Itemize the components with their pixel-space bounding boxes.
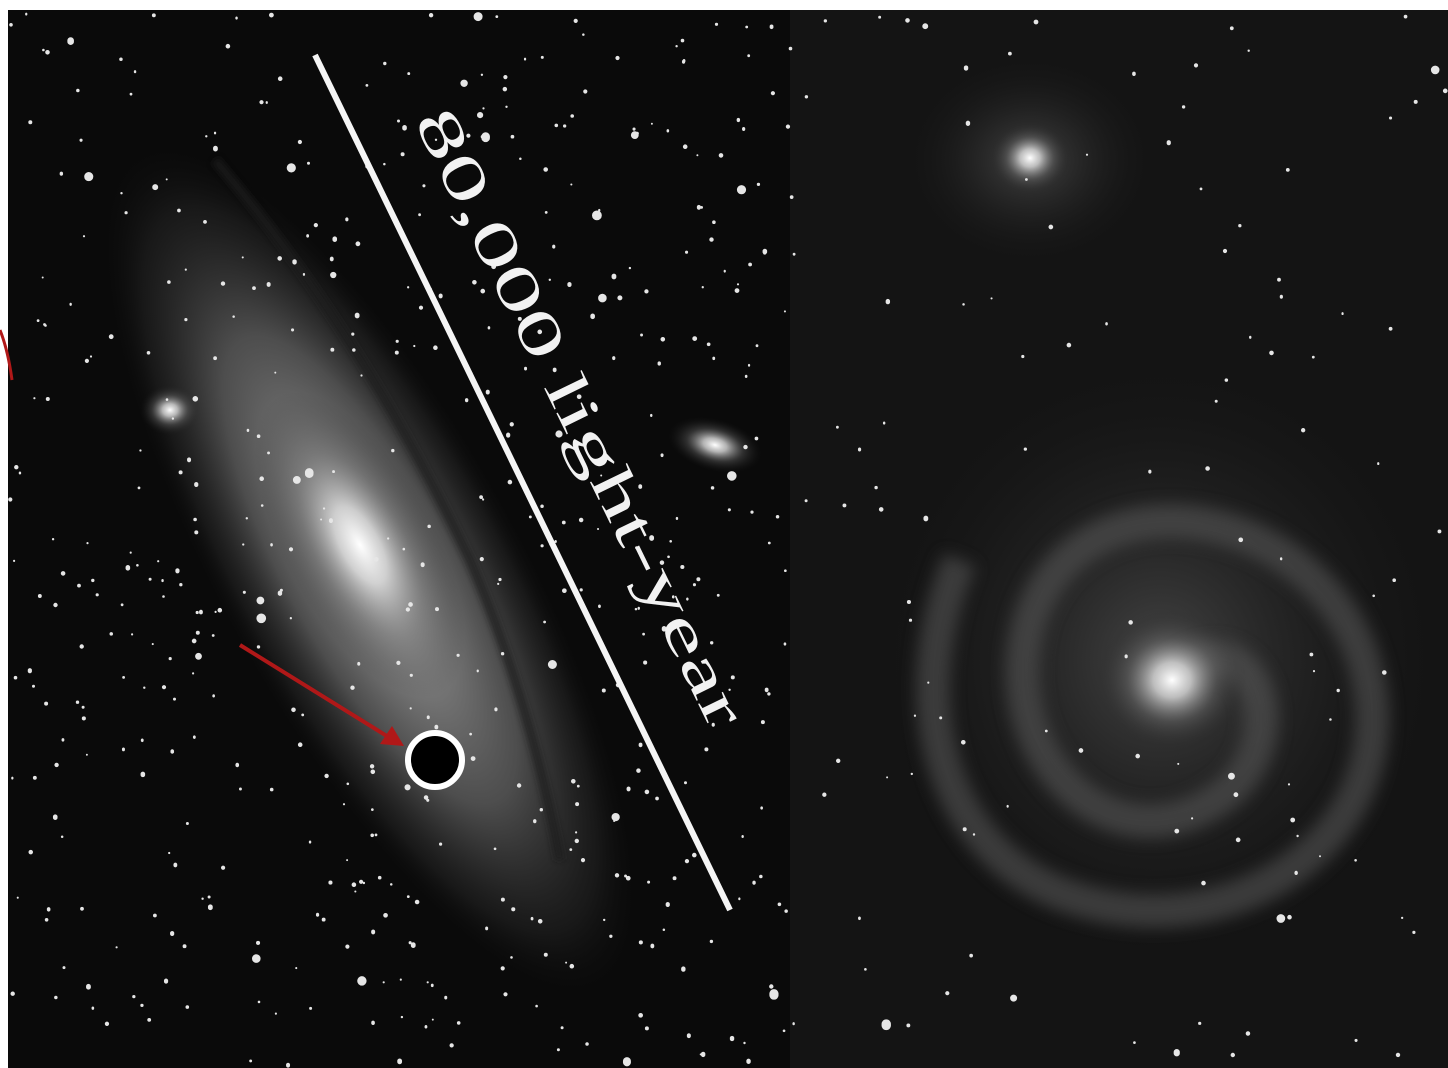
satellite-galaxy bbox=[140, 385, 200, 435]
upper-galaxy bbox=[900, 50, 1160, 270]
sun-position-marker bbox=[408, 733, 462, 787]
galaxy-core bbox=[1097, 610, 1247, 750]
spiral-galaxy bbox=[860, 340, 1448, 980]
galaxy-photo: 80,000 light-year bbox=[0, 0, 1448, 1068]
page: 80,000 light-year (() => { const data = … bbox=[0, 0, 1448, 1068]
galaxy-core bbox=[990, 122, 1070, 194]
